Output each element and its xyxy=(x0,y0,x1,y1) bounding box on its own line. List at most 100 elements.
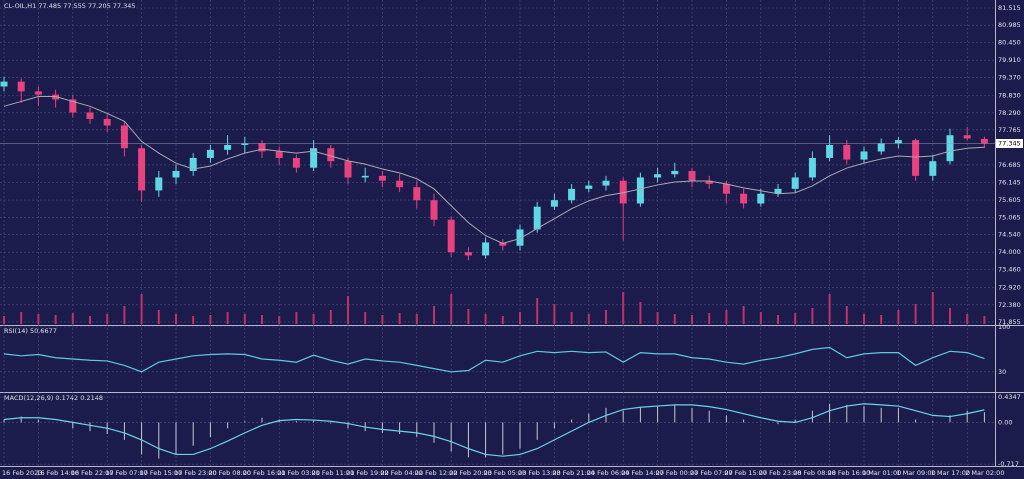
candle-body xyxy=(722,183,730,194)
candle-body xyxy=(791,177,799,189)
x-tick-label: 1 Mar 09:00 xyxy=(896,469,935,477)
candle-body xyxy=(602,180,610,186)
candle-body xyxy=(826,144,834,158)
plot-layer xyxy=(0,0,995,466)
volume-bar xyxy=(914,304,917,324)
candle-body xyxy=(361,175,369,178)
x-tick-label: 1 Mar 17:00 xyxy=(931,469,970,477)
volume-bar xyxy=(759,312,762,324)
candle-body xyxy=(929,161,937,176)
candle-body xyxy=(430,200,438,220)
y-tick-label: 0.4347 xyxy=(998,393,1021,401)
candle-body xyxy=(344,161,352,178)
y-tick-label: 30 xyxy=(998,368,1006,376)
volume-bar xyxy=(312,314,315,324)
y-tick-label: 75.605 xyxy=(998,196,1021,204)
volume-bar xyxy=(983,316,986,324)
x-tick-label: 24 Feb 14:00 xyxy=(621,469,664,477)
volume-bar xyxy=(243,314,246,324)
candle-body xyxy=(619,180,627,204)
x-tick-label: 24 Feb 06:00 xyxy=(587,469,630,477)
candle-body xyxy=(482,242,490,256)
candle-body xyxy=(396,180,404,188)
volume-bar xyxy=(897,310,900,324)
y-tick-label: -0.717 xyxy=(998,460,1019,468)
x-tick-label: 27 Feb 00:00 xyxy=(656,469,699,477)
candle-body xyxy=(464,252,472,256)
y-tick-label: 79.910 xyxy=(998,56,1021,64)
candle-body xyxy=(189,157,197,171)
volume-bar xyxy=(37,314,40,324)
candle-body xyxy=(740,193,748,204)
y-tick-label: 80.985 xyxy=(998,21,1021,29)
volume-bar xyxy=(949,308,951,324)
candle-body xyxy=(172,170,180,178)
volume-bar xyxy=(20,312,23,324)
candle-body xyxy=(774,188,782,194)
y-tick-label: 74.540 xyxy=(998,231,1021,239)
rsi-line xyxy=(3,346,985,373)
x-tick-label: 20 Feb 16:00 xyxy=(243,469,286,477)
volume-bar xyxy=(450,294,453,324)
candle-body xyxy=(533,206,541,230)
candle-body xyxy=(980,138,988,144)
y-tick-label: 76.685 xyxy=(998,161,1021,169)
volume-bar xyxy=(89,316,91,324)
candle-body xyxy=(327,148,335,162)
x-tick-label: 17 Feb 15:00 xyxy=(140,469,183,477)
candle-body xyxy=(241,143,249,145)
x-tick-label: 2 Mar 02:00 xyxy=(965,469,1004,477)
y-tick-label: 80.450 xyxy=(998,39,1021,47)
volume-bar xyxy=(880,315,883,324)
volume-bar xyxy=(157,310,160,324)
volume-bar xyxy=(553,304,556,324)
volume-bar xyxy=(828,294,831,324)
candle-body xyxy=(499,242,507,246)
volume-bar xyxy=(398,313,401,324)
symbol-title: CL-OIL,H1 77.485 77.555 77.205 77.345 xyxy=(4,2,136,10)
volume-bar xyxy=(71,313,74,324)
volume-bar xyxy=(501,316,504,324)
candle-body xyxy=(258,143,266,152)
candle-body xyxy=(155,177,163,191)
volume-bar xyxy=(364,312,367,324)
candle-body xyxy=(550,200,558,207)
candle-body xyxy=(636,177,644,204)
x-tick-label: 17 Feb 07:00 xyxy=(105,469,148,477)
candle-body xyxy=(275,151,283,158)
x-tick-label: 23 Feb 13:00 xyxy=(518,469,561,477)
volume-bar xyxy=(484,314,487,324)
volume-bar xyxy=(415,314,418,324)
x-tick-label: 22 Feb 12:00 xyxy=(415,469,458,477)
volume-bar xyxy=(329,310,332,324)
candle-body xyxy=(413,187,421,201)
volume-bar xyxy=(931,292,934,324)
volume-bar xyxy=(691,315,693,324)
x-tick-label: 22 Feb 04:00 xyxy=(380,469,423,477)
volume-bar xyxy=(742,306,745,324)
y-tick-label: 74.000 xyxy=(998,248,1021,256)
volume-bar xyxy=(863,314,865,324)
volume-bar xyxy=(794,313,797,324)
candle-body xyxy=(585,185,593,189)
x-tick-label: 23 Feb 21:00 xyxy=(552,469,595,477)
macd-signal-line xyxy=(3,403,985,457)
y-tick-label: 0.00 xyxy=(998,418,1012,426)
x-tick-label: 23 Feb 05:00 xyxy=(484,469,527,477)
x-tick-label: 16 Feb 2023 xyxy=(2,469,42,477)
volume-bar xyxy=(467,309,470,324)
y-tick-label: 73.460 xyxy=(998,266,1021,274)
volume-bar xyxy=(673,314,676,324)
y-tick-label: 78.830 xyxy=(998,91,1021,99)
candle-body xyxy=(963,135,971,139)
x-tick-label: 21 Feb 03:00 xyxy=(277,469,320,477)
volume-bar xyxy=(192,316,195,324)
volume-bar xyxy=(708,313,711,324)
y-tick-label: 72.920 xyxy=(998,283,1021,291)
y-tick-label: 79.370 xyxy=(998,74,1021,82)
x-tick-label: 17 Feb 23:00 xyxy=(174,469,217,477)
candle-body xyxy=(808,157,816,178)
candle-body xyxy=(120,125,128,149)
y-tick-label: 71.855 xyxy=(998,318,1021,326)
